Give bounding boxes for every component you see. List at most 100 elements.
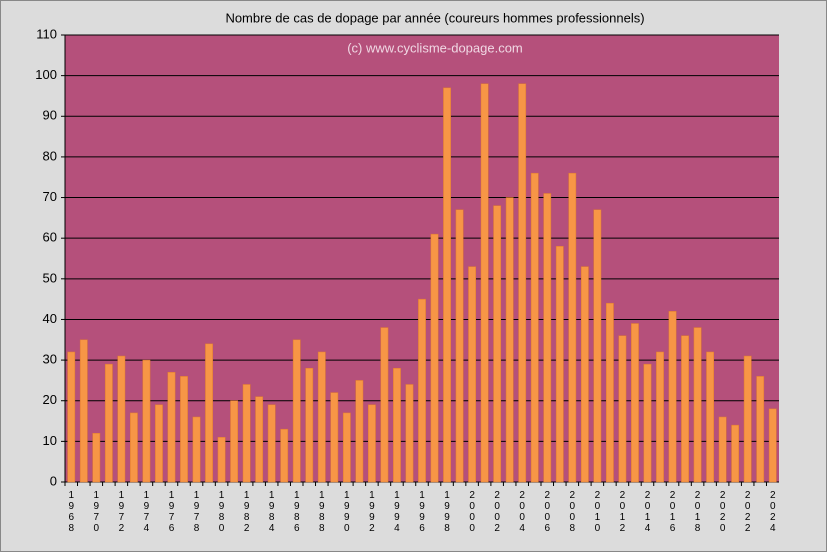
bar: [230, 400, 238, 483]
bar: [104, 363, 113, 483]
bar: [693, 327, 702, 483]
bar: [643, 363, 652, 483]
x-tick-label: 1980: [216, 490, 227, 534]
bar: [280, 428, 289, 483]
bar: [530, 172, 539, 483]
y-tick-label: 0: [50, 473, 57, 488]
y-tick-label: 50: [43, 270, 57, 285]
x-tick-label: 2022: [742, 490, 753, 534]
bar: [631, 323, 639, 483]
x-tick-label: 1992: [366, 490, 377, 534]
x-tick-label: 2016: [667, 490, 678, 534]
y-tick-label: 100: [35, 67, 57, 82]
x-tick-label: 1998: [442, 490, 453, 534]
x-tick-label: 2012: [617, 490, 628, 534]
bar: [92, 432, 101, 483]
bar: [505, 197, 514, 483]
bar: [480, 83, 489, 483]
x-tick-label: 2018: [692, 490, 703, 534]
x-tick-label: 1978: [191, 490, 202, 534]
bar: [393, 367, 401, 483]
y-tick-label: 40: [43, 311, 57, 326]
bar: [267, 404, 276, 483]
x-tick-label: 2004: [517, 490, 528, 534]
y-tick-label: 110: [36, 26, 57, 41]
bar: [130, 412, 138, 483]
chart-title: Nombre de cas de dopage par année (coure…: [225, 10, 644, 25]
x-tick-label: 1984: [266, 490, 277, 534]
bar: [418, 298, 426, 483]
x-tick-label: 2002: [492, 490, 503, 534]
bar: [518, 83, 527, 483]
bar: [681, 335, 689, 483]
bar: [756, 376, 765, 483]
watermark: (c) www.cyclisme-dopage.com: [347, 40, 523, 55]
bar: [455, 209, 464, 483]
bar: [142, 359, 151, 483]
x-tick-label: 1972: [116, 490, 127, 534]
x-tick-label: 1988: [316, 490, 327, 534]
y-tick-label: 10: [43, 433, 57, 448]
y-tick-label: 70: [43, 189, 57, 204]
x-tick-label: 2010: [592, 490, 603, 534]
y-tick-label: 60: [43, 230, 57, 245]
bar: [593, 209, 602, 483]
bar: [79, 339, 88, 483]
bar: [731, 424, 740, 483]
bar: [167, 372, 176, 483]
y-tick-label: 30: [43, 352, 57, 367]
bar: [255, 396, 264, 483]
bar: [743, 355, 752, 483]
bar: [355, 380, 364, 483]
bar: [305, 367, 314, 483]
bar: [217, 437, 226, 483]
bar: [443, 87, 451, 483]
x-tick-label: 2006: [542, 490, 553, 534]
bar: [656, 351, 664, 483]
bar: [768, 408, 777, 483]
bar: [493, 205, 502, 483]
bar: [155, 404, 163, 483]
x-tick-label: 1990: [341, 490, 352, 534]
x-tick-label: 2020: [717, 490, 728, 534]
bar: [555, 246, 564, 483]
x-tick-label: 1974: [141, 490, 152, 534]
x-tick-label: 2024: [767, 490, 778, 534]
x-tick-label: 1996: [417, 490, 428, 534]
bar: [380, 327, 389, 483]
bar: [468, 266, 476, 483]
bar: [606, 302, 614, 483]
bar: [668, 311, 677, 483]
bar: [205, 343, 213, 483]
x-tick-label: 2008: [567, 490, 578, 534]
x-tick-label: 1976: [166, 490, 177, 534]
bar: [568, 172, 577, 483]
bar: [430, 233, 439, 483]
x-tick-label: 1968: [66, 490, 77, 534]
y-tick-label: 20: [43, 392, 57, 407]
bar: [180, 376, 188, 483]
bar: [405, 384, 414, 483]
bar: [117, 355, 126, 483]
x-tick-label: 1982: [241, 490, 252, 534]
bar: [618, 335, 627, 483]
bar: [580, 266, 589, 483]
bar: [292, 339, 301, 483]
x-tick-label: 1994: [391, 490, 402, 534]
x-tick-label: 1986: [291, 490, 302, 534]
bar: [330, 392, 339, 483]
y-tick-label: 80: [43, 148, 57, 163]
bar: [317, 351, 326, 483]
bar: [192, 416, 201, 483]
bar: [67, 351, 76, 483]
bar: [718, 416, 727, 483]
bar: [342, 412, 351, 483]
bar: [242, 384, 251, 483]
bar: [706, 351, 714, 483]
bar: [543, 193, 552, 483]
bar: [368, 404, 376, 483]
x-tick-label: 2014: [642, 490, 653, 534]
x-tick-label: 1970: [91, 490, 102, 534]
y-tick-label: 90: [43, 108, 57, 123]
